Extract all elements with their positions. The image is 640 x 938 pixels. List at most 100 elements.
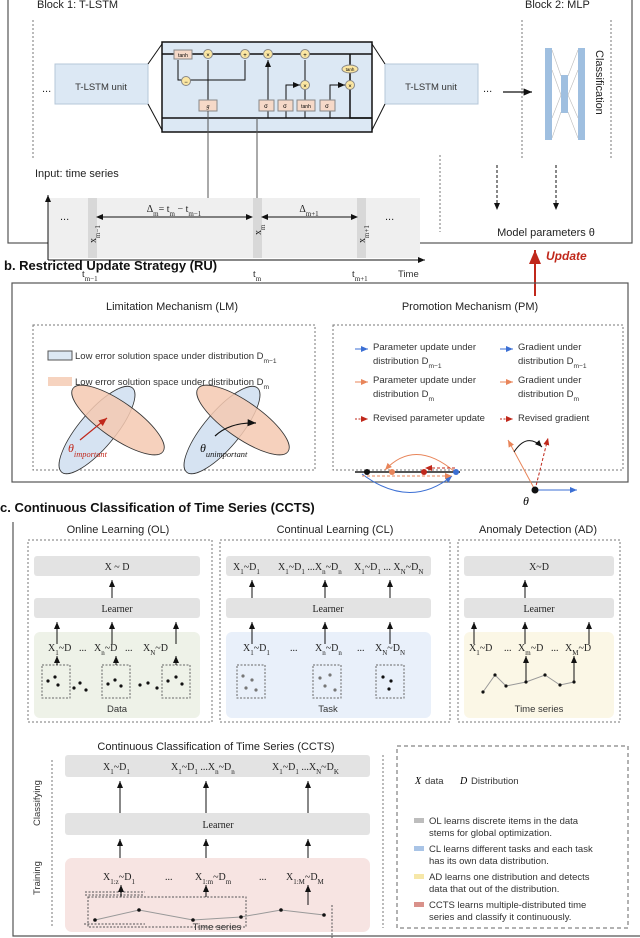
sample-bar [253,198,262,258]
ad-title: Anomaly Detection (AD) [479,524,597,536]
lm-legend-item: Low error solution space under distribut… [75,351,277,365]
pm-legend-text: Revised gradient [518,413,590,424]
input-label: Xn​~D [94,643,117,657]
legend-x-text: data [425,776,444,787]
ccts-title: Continuous Classification of Time Series… [97,741,334,753]
cl-learner: Learner [312,604,344,615]
mlp-network-icon [545,48,585,140]
pm-legend-text: Parameter update under [373,375,476,386]
input-label: ... [79,643,87,654]
input-label: ... [357,643,365,654]
input-label: ... [259,872,267,883]
section-b-frame [11,282,629,483]
input-label: X1:m​~Dm​ [195,872,232,886]
theta-label: θ [523,494,529,508]
lm-legend-item: Low error solution space under distribut… [75,377,270,391]
t-next-label: tm+1​ [352,269,368,283]
multiply-op: × [303,84,307,90]
ellipsis: ... [385,211,394,223]
ellipsis: ... [60,211,69,223]
anomaly-detection-panel: Anomaly Detection (AD) X~D Learner X1​~D… [457,524,621,723]
input-label: Xm​~D [518,643,543,657]
model-parameters-label: Model parameters θ [497,227,595,239]
legend-d-text: Distribution [471,776,519,787]
ad-footer: Time series [515,704,564,715]
section-c-title: c. Continuous Classification of Time Ser… [0,500,315,515]
input-label: ... [290,643,298,654]
legend-swatch-blue [47,350,73,361]
training-label: Training [32,861,43,895]
input-label: XN​~D [143,643,168,657]
input-title: Input: time series [35,168,119,180]
legend-text: series and classify it continuously. [429,912,571,923]
pm-legend-text: distribution Dm​ [373,389,434,403]
legend-text: data that out of the distribution. [429,884,559,895]
online-learning-panel: Online Learning (OL) X ~ D Learner X1​~D… [27,524,213,723]
block1-title: Block 1: T-LSTM [37,0,118,11]
legend-text: AD learns one distribution and detects [429,872,590,883]
legend-text: OL learns discrete items in the data [429,816,579,827]
gradient-illustration: θ [507,437,577,508]
tlstm-unit-left [54,63,149,105]
solution-space-cur [71,384,165,456]
multiply-op: × [206,53,210,59]
zoom-line [147,103,163,131]
delta-m1-label: Δm+1​ [299,204,319,218]
ccts-output: X1​~D1​ ...Xn​~Dn​ [171,762,235,776]
ccts-panel: Continuous Classification of Time Series… [32,741,384,938]
legend-swatch-orange [48,377,72,386]
input-label: X1:z​~D1​ [103,872,135,886]
tlstm-cell: tanh × − + × + × tanh × g σ σ tanh σ [161,41,373,133]
multiply-op: × [266,53,270,59]
cl-output: X1​~D1​ ...Xn​~Dn​ [278,562,342,576]
ad-learner: Learner [523,604,555,615]
legend-d-symbol: D [459,776,468,787]
input-label: X1​~D [48,643,71,657]
pm-legend-text: distribution Dm−1​ [518,356,587,370]
ccts-output: X1​~D1​ [103,762,130,776]
pm-legend-text: Gradient under [518,375,581,386]
legend-text: stems for global optimization. [429,828,552,839]
classification-label: Classification [593,50,605,115]
input-label: XM​~D [565,643,591,657]
pm-legend: Parameter update under distribution Dm−1… [355,342,590,424]
legend-swatch-ad [414,874,424,879]
legend-text: CCTS learns multiple-distributed time [429,900,586,911]
cl-title: Continual Learning (CL) [277,524,394,536]
delta-m-label: Δm​= tm​ − tm−1​ [147,204,202,218]
cl-output: X1​~D1​ [233,562,260,576]
tanh-op: tanh [346,67,355,72]
sigma-gate: σ [325,104,329,110]
minus-op: − [184,80,188,86]
section-a-tlstm: Block 1: T-LSTM Block 2: MLP ... T-LSTM … [7,0,633,283]
legend-text: CL learns different tasks and each task [429,844,593,855]
ad-output: X~D [529,562,549,573]
x-cur-label: xm​ [253,224,267,235]
pm-legend-text: Revised parameter update [373,413,485,424]
tanh-gate: tanh [178,53,188,59]
ol-title: Online Learning (OL) [67,524,170,536]
section-b-title: b. Restricted Update Strategy (RU) [4,258,217,273]
t-prev-label: tm−1​ [82,269,98,283]
pm-legend-text: distribution Dm−1​ [373,356,442,370]
legend-x-symbol: X [414,776,422,787]
t-cur-label: tm​ [253,269,262,283]
important-arrow [79,417,108,441]
lm-panel [32,324,316,471]
tlstm-unit-label: T-LSTM unit [75,82,127,93]
legend-swatch-ccts [414,902,424,907]
section-b-ru: b. Restricted Update Strategy (RU) Limit… [4,258,629,508]
plus-op: + [243,53,247,59]
input-label: ... [551,643,559,654]
pm-legend-text: Gradient under [518,342,581,353]
ccts-output: X1​~D1​ ...XN​~DK​ [272,762,339,776]
zoom-line [371,103,386,131]
input-label: X1​~D [469,643,492,657]
tlstm-unit-right [384,63,479,105]
multiply-op: × [348,84,352,90]
ccts-legend: X data D Distribution OL learns discrete… [396,745,629,929]
pm-panel [332,324,624,471]
section-c-ccts: c. Continuous Classification of Time Ser… [0,500,640,938]
ol-output: X ~ D [105,562,130,573]
legend-text: has its own data distribution. [429,856,549,867]
